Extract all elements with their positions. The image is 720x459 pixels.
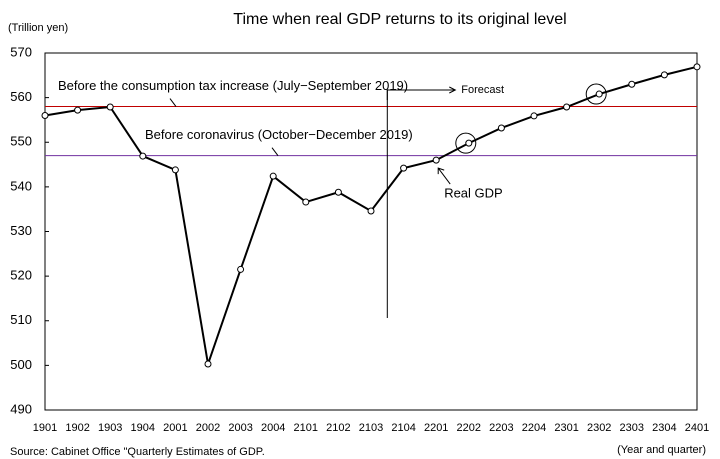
x-tick-label: 2101 (294, 422, 318, 434)
x-tick-label: 1903 (98, 422, 122, 434)
data-point (74, 106, 82, 114)
y-tick-label: 510 (10, 312, 32, 327)
data-point (367, 207, 375, 215)
x-tick-label: 2004 (261, 422, 285, 434)
x-tick-label: 2303 (620, 422, 644, 434)
y-tick-label: 490 (10, 401, 32, 416)
y-tick-label: 500 (10, 357, 32, 372)
leader (169, 98, 177, 107)
x-tick-label: 2401 (685, 422, 709, 434)
x-axis-label: (Year and quarter) (617, 444, 706, 456)
data-point (204, 360, 212, 368)
data-point (139, 152, 147, 160)
data-point (237, 265, 245, 273)
data-point (497, 124, 505, 132)
data-point (530, 112, 538, 120)
x-tick-label: 2104 (391, 422, 415, 434)
y-tick-label: 530 (10, 223, 32, 238)
data-point (628, 80, 636, 88)
data-point (693, 63, 701, 71)
series-label: Real GDP (444, 186, 503, 201)
chart-title: Time when real GDP returns to its origin… (233, 11, 566, 28)
data-point (106, 103, 114, 111)
leader (271, 147, 279, 156)
data-point (465, 139, 473, 147)
x-tick-label: 2102 (326, 422, 350, 434)
y-axis-label: (Trillion yen) (8, 22, 68, 34)
data-point (432, 156, 440, 164)
x-tick-label: 1902 (65, 422, 89, 434)
y-tick-label: 570 (10, 44, 32, 59)
x-tick-label: 2302 (587, 422, 611, 434)
x-tick-label: 1901 (33, 422, 57, 434)
data-point (563, 103, 571, 111)
x-tick-label: 2301 (554, 422, 578, 434)
y-tick-label: 550 (10, 134, 32, 149)
series-leader (437, 167, 451, 185)
y-tick-label: 560 (10, 89, 32, 104)
data-point (660, 71, 668, 79)
data-point (302, 198, 310, 206)
data-point (269, 172, 277, 180)
y-tick-label: 520 (10, 268, 32, 283)
highlight-ring (585, 83, 607, 105)
x-tick-label: 2001 (163, 422, 187, 434)
data-point (41, 111, 49, 119)
x-tick-label: 2002 (196, 422, 220, 434)
data-point (595, 90, 603, 98)
source-note: Source: Cabinet Office "Quarterly Estima… (10, 446, 265, 458)
x-tick-label: 2003 (228, 422, 252, 434)
highlight-ring (455, 132, 477, 154)
x-tick-label: 2201 (424, 422, 448, 434)
x-tick-label: 2202 (457, 422, 481, 434)
reference-label: Before coronavirus (October−December 201… (145, 127, 413, 142)
x-tick-label: 2304 (652, 422, 676, 434)
data-line (44, 65, 698, 365)
x-tick-label: 1904 (131, 422, 155, 434)
forecast-label: Forecast (461, 84, 504, 96)
x-tick-label: 2203 (489, 422, 513, 434)
data-point (400, 164, 408, 172)
x-tick-label: 2103 (359, 422, 383, 434)
forecast-arrow (386, 86, 457, 100)
y-tick-label: 540 (10, 178, 32, 193)
x-tick-label: 2204 (522, 422, 546, 434)
data-point (334, 188, 342, 196)
reference-label: Before the consumption tax increase (Jul… (58, 78, 408, 93)
data-point (171, 166, 179, 174)
